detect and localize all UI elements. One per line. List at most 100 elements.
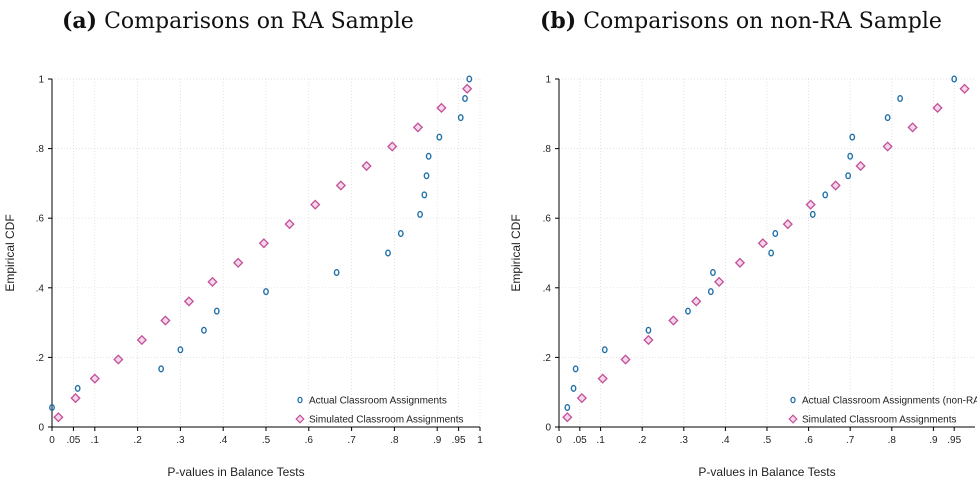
panel-b-actual-point-8	[768, 249, 775, 257]
panel-a-simulated-point-9	[258, 238, 269, 249]
panel-a-simulated-point-13	[361, 160, 372, 172]
panel-b-actual-point-3	[601, 346, 608, 354]
panel-b-simulated-point-1	[576, 392, 587, 404]
panel-a-actual-point-9	[397, 230, 404, 238]
panel-b-simulated-point-6	[691, 296, 702, 307]
panel-b-actual-point-13	[847, 152, 854, 160]
panel-a-simulated-point-8	[233, 257, 244, 268]
panel-b-y-tick-label-1: .2	[543, 353, 552, 364]
panel-b-actual-point-4	[645, 326, 652, 334]
panel-a-x-tick-label-5: .4	[219, 435, 228, 446]
panel-a-actual-point-2	[158, 365, 165, 373]
panel-a-y-tick-label-0: 0	[38, 423, 44, 434]
panel-a-simulated-point-5	[160, 315, 171, 326]
panel-b-simulated-point-11	[805, 199, 816, 210]
panel-a-legend-circle-marker	[297, 396, 303, 404]
panel-b-actual-point-2	[572, 365, 579, 373]
panel-a-actual-point-3	[177, 346, 184, 354]
panel-b-x-tick-label-10: .9	[929, 435, 938, 446]
panel-a-x-tick-label-2: .1	[91, 435, 100, 446]
panel-a-actual-point-5	[213, 307, 220, 315]
panel-a-x-tick-label-1: .05	[66, 435, 80, 446]
panel-a-simulated-point-14	[387, 141, 398, 152]
panel-a-actual-point-7	[333, 268, 340, 276]
panel-b-actual-point-6	[707, 288, 714, 296]
panel-b-simulated-point-12	[830, 180, 841, 191]
panel-a-actual-point-1	[74, 384, 81, 392]
panel-b-y-tick-label-3: .6	[543, 214, 552, 225]
panel-a-simulated-point-15	[412, 122, 424, 133]
panel-a-label: (a)	[62, 8, 98, 34]
panel-b-simulated-point-17	[959, 83, 970, 94]
panel-b-x-tick-label-8: .7	[846, 435, 855, 446]
panel-a-actual-point-4	[201, 326, 207, 334]
panel-b-actual-point-1	[570, 384, 577, 392]
panel-a-actual-point-8	[385, 249, 391, 257]
panel-a-y-tick-label-1: .2	[36, 353, 45, 364]
panel-b-x-tick-label-4: .3	[680, 435, 689, 446]
panel-a-actual-point-6	[263, 288, 269, 296]
panel-b-x-tick-label-9: .8	[888, 435, 897, 446]
panel-a-x-tick-label-0: 0	[49, 435, 55, 446]
panel-a-x-tick-label-8: .7	[347, 435, 356, 446]
panel-b-simulated-point-14	[882, 141, 893, 152]
panel-a-simulated-point-3	[113, 354, 124, 365]
panel-b-actual-point-17	[951, 75, 958, 83]
panel-a-y-tick-label-5: 1	[38, 75, 44, 86]
panel-b-actual-point-14	[849, 133, 856, 141]
panel-b-legend-label-1: Simulated Classroom Assignments	[802, 415, 957, 426]
panel-b-actual-point-15	[884, 114, 891, 122]
panel-b-y-axis-label: Empirical CDF	[509, 214, 523, 291]
panel-a-legend-diamond-marker	[295, 414, 305, 424]
panel-a-simulated-point-0	[53, 412, 64, 423]
panel-b-simulated-point-15	[907, 122, 918, 133]
panel-b-y-tick-label-2: .4	[543, 283, 552, 294]
panel-a-x-tick-label-11: .95	[452, 435, 466, 446]
panel-b-actual-point-0	[564, 404, 571, 412]
panel-a-simulated-point-16	[436, 102, 447, 114]
panel-b-label: (b)	[540, 8, 577, 34]
panel-a-x-tick-label-7: .6	[305, 435, 314, 446]
panel-b-x-tick-label-7: .6	[804, 435, 813, 446]
panel-b-simulated-point-10	[782, 218, 793, 230]
panel-a-x-tick-label-3: .2	[133, 435, 142, 446]
panel-a-x-tick-label-10: .9	[433, 435, 442, 446]
panel-b-simulated-point-16	[932, 102, 943, 114]
panel-b-actual-point-7	[710, 268, 716, 276]
panel-b-x-tick-label-11: .95	[947, 435, 961, 446]
panel-b-title-text: Comparisons on non-RA Sample	[583, 9, 942, 34]
panel-b-simulated-point-8	[734, 257, 746, 268]
panel-b-actual-point-10	[809, 210, 816, 218]
panel-b-simulated-point-5	[668, 315, 679, 326]
panel-a-y-tick-label-3: .6	[36, 214, 45, 225]
panel-b-actual-point-5	[685, 307, 691, 315]
panel-a-actual-point-0	[49, 404, 55, 412]
panel-a-y-tick-label-4: .8	[36, 144, 45, 155]
panel-b-legend-diamond-marker	[788, 414, 798, 424]
panel-a-x-tick-label-12: 1	[477, 435, 483, 446]
panel-a-y-axis-label: Empirical CDF	[3, 214, 17, 291]
panel-a-x-tick-label-6: .5	[262, 435, 271, 446]
panel-a-y-tick-label-2: .4	[36, 283, 45, 294]
panel-b-y-tick-label-0: 0	[545, 423, 551, 434]
panel-b-y-tick-label-4: .8	[543, 144, 552, 155]
panel-a-legend-label-1: Simulated Classroom Assignments	[309, 415, 464, 426]
panel-b-x-tick-label-1: .05	[573, 435, 587, 446]
panel-a-actual-point-12	[423, 172, 430, 180]
panel-a-actual-point-14	[436, 133, 443, 141]
panel-a-simulated-point-2	[89, 373, 100, 384]
panel-a-x-axis-label: P-values in Balance Tests	[167, 465, 304, 479]
panel-a-actual-point-17	[466, 75, 473, 83]
panel-b-x-tick-label-0: 0	[556, 435, 562, 446]
panel-b-simulated-point-3	[620, 354, 631, 365]
panel-a-simulated-point-17	[462, 83, 473, 94]
panel-a-actual-point-11	[421, 191, 428, 199]
panel-a-actual-point-13	[425, 152, 432, 160]
panel-b-simulated-point-9	[757, 238, 768, 249]
panel-b-simulated-point-0	[562, 412, 573, 423]
panel-b-y-tick-label-5: 1	[545, 75, 551, 86]
panel-b-x-tick-label-6: .5	[763, 435, 772, 446]
panel-b-simulated-point-4	[643, 334, 654, 346]
panel-b-legend-circle-marker	[790, 396, 796, 404]
